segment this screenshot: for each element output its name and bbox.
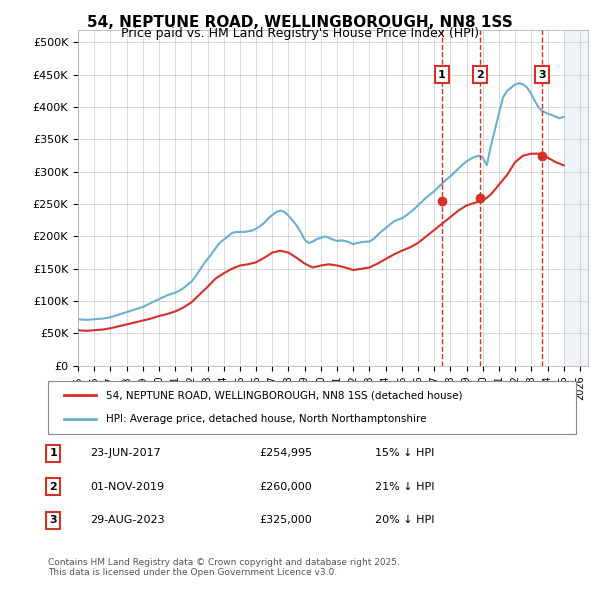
- FancyBboxPatch shape: [48, 381, 576, 434]
- Text: £254,995: £254,995: [259, 448, 313, 458]
- Text: 29-AUG-2023: 29-AUG-2023: [90, 515, 165, 525]
- Text: HPI: Average price, detached house, North Northamptonshire: HPI: Average price, detached house, Nort…: [106, 414, 427, 424]
- Text: 54, NEPTUNE ROAD, WELLINGBOROUGH, NN8 1SS: 54, NEPTUNE ROAD, WELLINGBOROUGH, NN8 1S…: [87, 15, 513, 30]
- Text: 2: 2: [49, 482, 57, 491]
- Text: Contains HM Land Registry data © Crown copyright and database right 2025.
This d: Contains HM Land Registry data © Crown c…: [48, 558, 400, 577]
- Bar: [564, 30, 588, 366]
- Text: 21% ↓ HPI: 21% ↓ HPI: [376, 482, 435, 491]
- Text: 23-JUN-2017: 23-JUN-2017: [90, 448, 161, 458]
- Text: £325,000: £325,000: [259, 515, 312, 525]
- Text: 1: 1: [438, 70, 446, 80]
- Text: 3: 3: [538, 70, 546, 80]
- Text: 15% ↓ HPI: 15% ↓ HPI: [376, 448, 435, 458]
- Text: 1: 1: [49, 448, 57, 458]
- Text: 01-NOV-2019: 01-NOV-2019: [90, 482, 164, 491]
- Text: Price paid vs. HM Land Registry's House Price Index (HPI): Price paid vs. HM Land Registry's House …: [121, 27, 479, 40]
- Text: £260,000: £260,000: [259, 482, 312, 491]
- Text: 3: 3: [49, 515, 57, 525]
- Text: 20% ↓ HPI: 20% ↓ HPI: [376, 515, 435, 525]
- Text: 54, NEPTUNE ROAD, WELLINGBOROUGH, NN8 1SS (detached house): 54, NEPTUNE ROAD, WELLINGBOROUGH, NN8 1S…: [106, 391, 463, 401]
- Text: 2: 2: [476, 70, 484, 80]
